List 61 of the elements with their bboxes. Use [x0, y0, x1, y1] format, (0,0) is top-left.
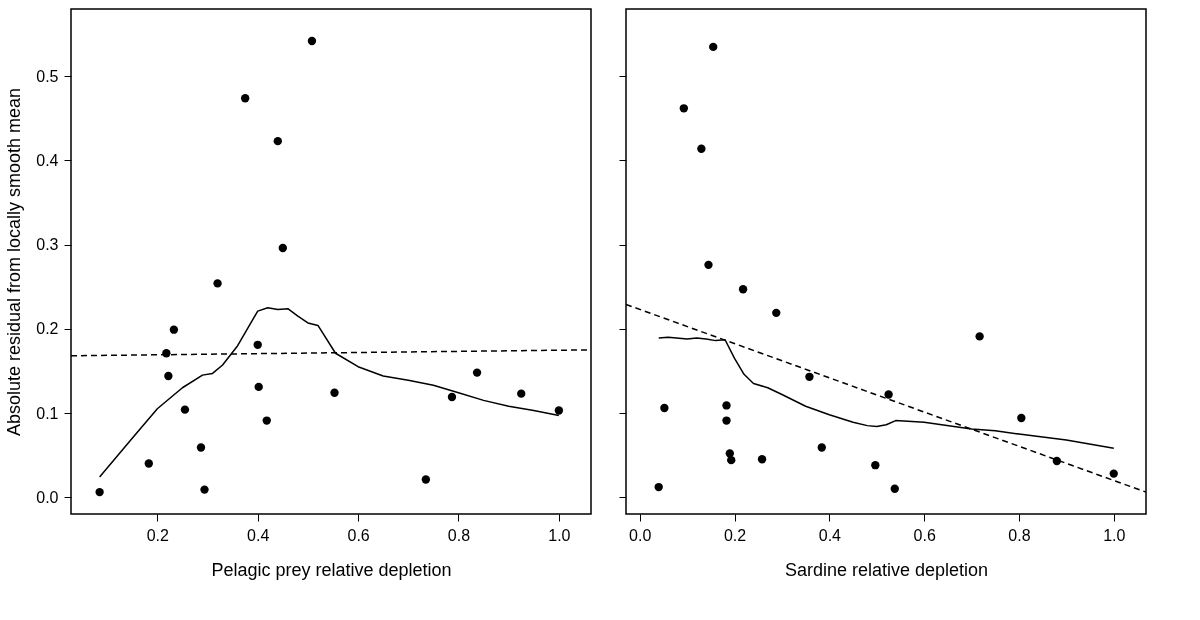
x-tick-label: 0.2 [723, 526, 747, 544]
point [95, 487, 104, 497]
x-tick-label: 0.2 [146, 526, 170, 544]
point [447, 392, 457, 402]
point [213, 279, 222, 288]
point [1017, 413, 1026, 423]
point [144, 459, 153, 468]
point [554, 406, 564, 415]
x-tick-label: 0.6 [347, 526, 370, 544]
point [890, 484, 899, 493]
point [679, 104, 689, 113]
point [164, 371, 173, 381]
point [727, 455, 736, 465]
point [196, 443, 206, 452]
point [262, 416, 271, 425]
y-tick-label: 0.2 [36, 320, 59, 338]
x-tick-label: 0.4 [818, 526, 842, 544]
x-tick-label: 1.0 [548, 526, 571, 544]
x-tick-label: 0.4 [247, 526, 270, 544]
x-axis-title: Pelagic prey relative depletion [211, 559, 452, 580]
y-tick-label: 0.1 [36, 404, 59, 422]
point [200, 485, 209, 494]
point [871, 461, 880, 470]
point [817, 443, 826, 452]
point [240, 94, 250, 103]
point [1109, 469, 1118, 478]
point [254, 382, 263, 392]
point [330, 388, 339, 397]
point [704, 260, 713, 270]
point [722, 401, 731, 410]
point [757, 455, 767, 464]
point [472, 368, 482, 377]
y-tick-label: 0.0 [36, 488, 59, 506]
point [805, 372, 814, 381]
x-axis-title: Sardine relative depletion [784, 559, 989, 580]
point [253, 340, 262, 349]
x-tick-label: 0.6 [913, 526, 936, 544]
point [697, 144, 706, 153]
point [738, 285, 748, 294]
point [772, 308, 781, 318]
point [278, 243, 287, 253]
x-tick-label: 0.0 [629, 526, 652, 544]
point [307, 36, 317, 46]
y-tick-label: 0.3 [36, 236, 59, 254]
point [975, 332, 984, 341]
y-tick-label: 0.4 [36, 152, 59, 169]
x-tick-label: 0.8 [447, 526, 471, 544]
point [722, 416, 731, 425]
point [421, 475, 431, 484]
point [654, 482, 663, 492]
point [180, 405, 190, 414]
point [884, 390, 893, 399]
y-tick-label: 0.5 [36, 67, 59, 85]
point [709, 42, 718, 52]
point [517, 389, 526, 398]
x-tick-label: 0.8 [1008, 526, 1031, 544]
x-tick-label: 1.0 [1103, 526, 1126, 544]
point [169, 325, 179, 334]
y-axis-title: Absolute residual from locally smooth mean [4, 87, 25, 437]
point [660, 403, 669, 413]
point [273, 136, 282, 146]
